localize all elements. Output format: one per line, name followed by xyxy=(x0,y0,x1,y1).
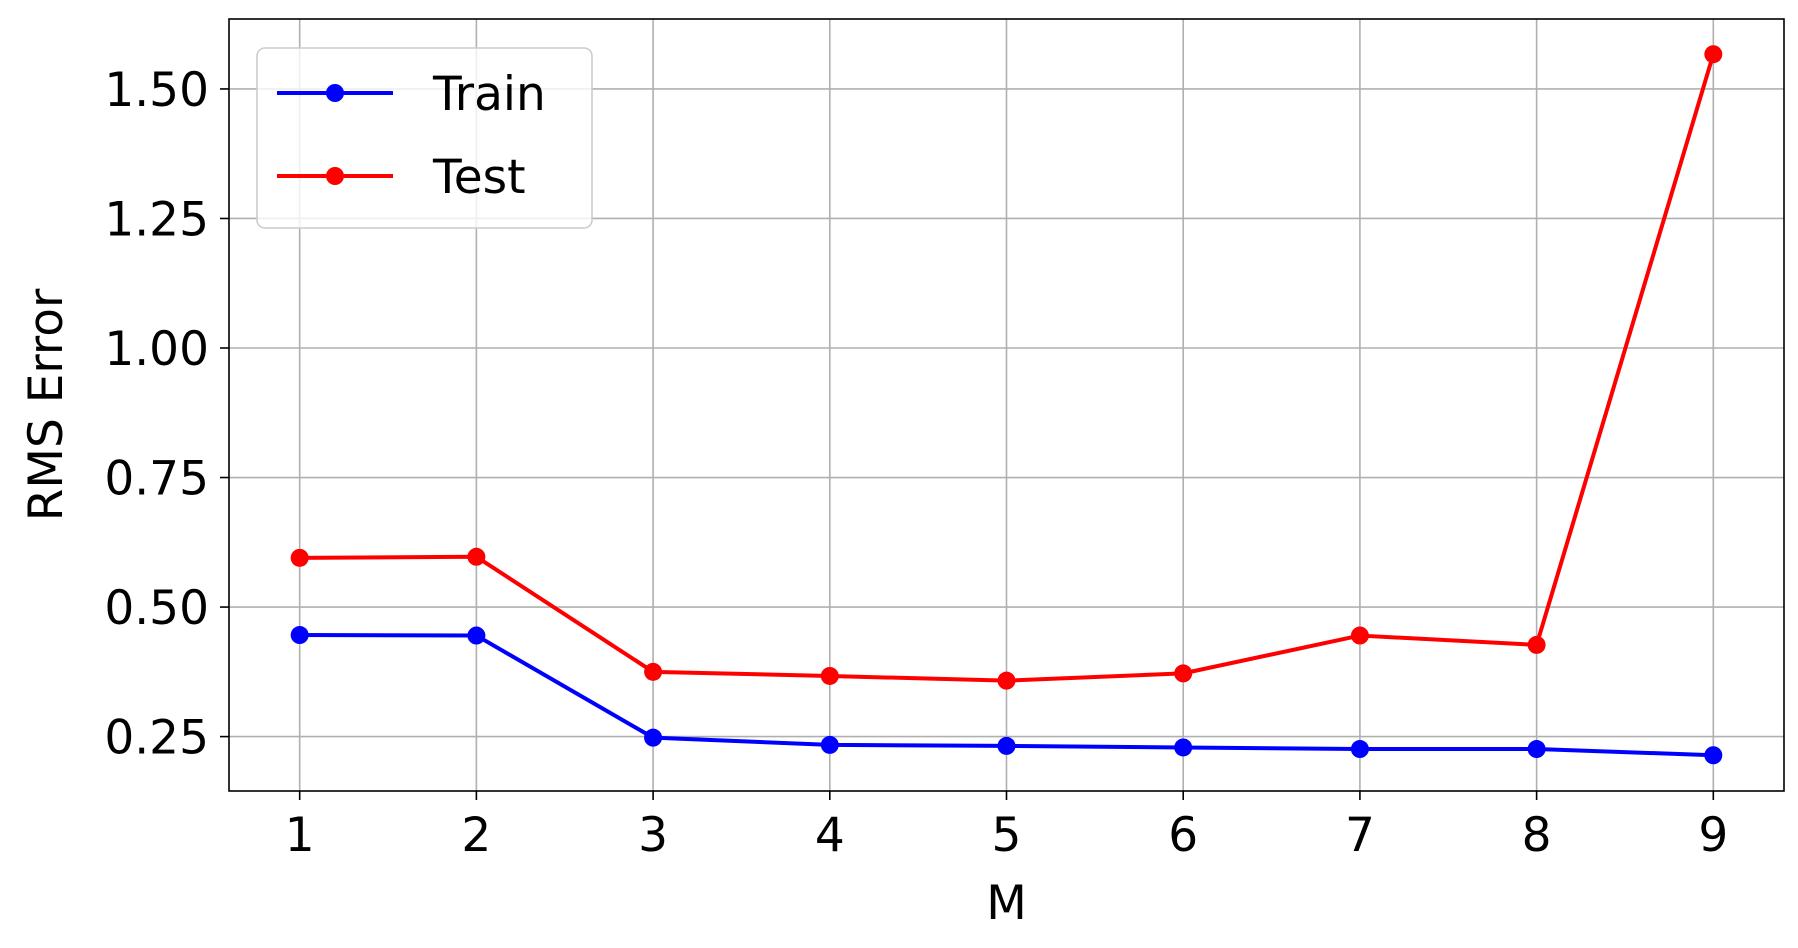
data-point xyxy=(997,736,1016,755)
x-tick-label: 1 xyxy=(285,808,315,863)
legend: Train Test xyxy=(256,47,593,229)
legend-item-test: Test xyxy=(277,150,526,205)
data-point xyxy=(1350,740,1369,759)
data-point xyxy=(1704,746,1723,765)
x-tick-label: 8 xyxy=(1522,808,1552,863)
data-point xyxy=(1704,45,1723,64)
y-tick-label: 0.25 xyxy=(104,711,209,766)
x-tick-label: 9 xyxy=(1698,808,1728,863)
data-point xyxy=(1174,738,1193,757)
data-point xyxy=(820,666,839,685)
x-tick-label: 7 xyxy=(1345,808,1375,863)
legend-item-train: Train xyxy=(277,67,546,122)
data-point xyxy=(467,626,486,645)
x-axis-label: M xyxy=(986,876,1027,931)
y-axis-label: RMS Error xyxy=(19,288,74,521)
y-tick-label: 1.25 xyxy=(104,192,209,247)
x-tick-label: 3 xyxy=(638,808,668,863)
x-tick-label: 5 xyxy=(992,808,1022,863)
data-point xyxy=(820,735,839,754)
legend-marker xyxy=(326,84,344,102)
series-layer xyxy=(290,45,1723,765)
data-point xyxy=(1527,635,1546,654)
x-tick-label: 4 xyxy=(815,808,845,863)
data-point xyxy=(290,548,309,567)
data-point xyxy=(1174,664,1193,683)
axis-ticks: 1 2 3 4 5 6 7 8 9 0.25 0.50 0.75 1.00 1.25 1.50 xyxy=(104,63,1728,863)
legend-marker xyxy=(326,167,344,185)
data-point xyxy=(467,547,486,566)
x-tick-label: 2 xyxy=(461,808,491,863)
data-point xyxy=(644,662,663,681)
series-train xyxy=(290,626,1723,765)
legend-label: Test xyxy=(432,150,526,205)
legend-label: Train xyxy=(432,67,546,122)
y-tick-label: 1.50 xyxy=(104,63,209,118)
x-tick-label: 6 xyxy=(1168,808,1198,863)
data-point xyxy=(290,626,309,645)
series-test xyxy=(290,45,1723,690)
y-tick-label: 0.75 xyxy=(104,452,209,507)
grid xyxy=(229,19,1784,791)
data-point xyxy=(644,728,663,747)
data-point xyxy=(1350,626,1369,645)
y-tick-label: 1.00 xyxy=(104,322,209,377)
data-point xyxy=(1527,740,1546,759)
data-point xyxy=(997,671,1016,690)
y-tick-label: 0.50 xyxy=(104,581,209,636)
